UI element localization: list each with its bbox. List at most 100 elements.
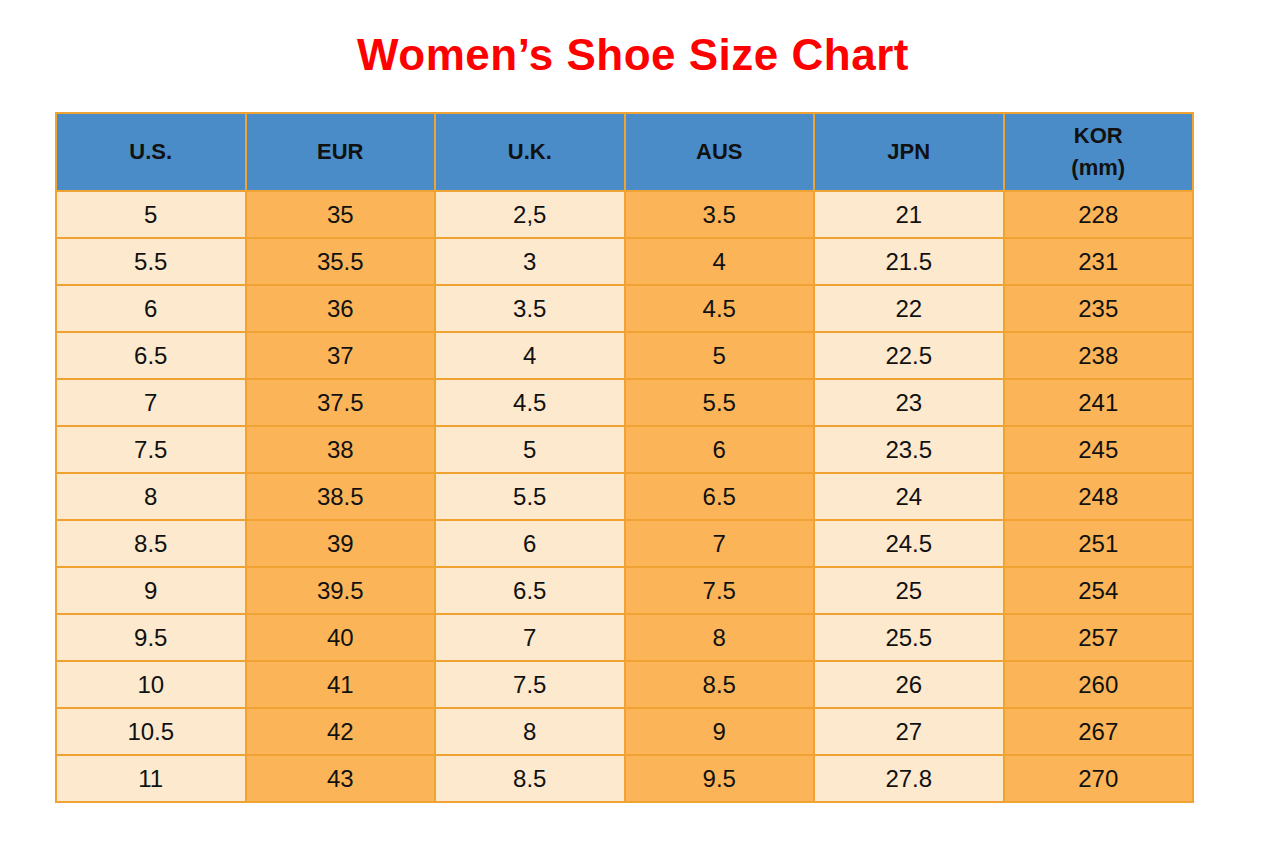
table-cell: 26 (814, 661, 1004, 708)
table-cell: 245 (1004, 426, 1194, 473)
table-cell: 24.5 (814, 520, 1004, 567)
table-cell: 10 (56, 661, 246, 708)
table-cell: 3 (435, 238, 625, 285)
column-header-sublabel: (mm) (1005, 152, 1193, 184)
table-cell: 38.5 (246, 473, 436, 520)
table-cell: 8 (56, 473, 246, 520)
table-cell: 248 (1004, 473, 1194, 520)
table-row: 7.5 38 5 6 23.5 245 (56, 426, 1193, 473)
table-cell: 22 (814, 285, 1004, 332)
table-cell: 8 (625, 614, 815, 661)
column-header-uk: U.K. (435, 113, 625, 191)
table-cell: 3.5 (435, 285, 625, 332)
table-cell: 41 (246, 661, 436, 708)
table-cell: 25 (814, 567, 1004, 614)
column-header-jpn: JPN (814, 113, 1004, 191)
table-cell: 4.5 (625, 285, 815, 332)
column-header-label: JPN (887, 139, 930, 164)
table-cell: 7 (435, 614, 625, 661)
table-cell: 35.5 (246, 238, 436, 285)
table-cell: 8.5 (625, 661, 815, 708)
shoe-size-table: U.S. EUR U.K. AUS JPN KOR(mm) 5 35 2,5 3… (55, 112, 1194, 803)
table-cell: 6 (625, 426, 815, 473)
table-cell: 27.8 (814, 755, 1004, 802)
column-header-label: KOR (1074, 123, 1123, 148)
table-cell: 7 (56, 379, 246, 426)
table-cell: 11 (56, 755, 246, 802)
table-cell: 36 (246, 285, 436, 332)
table-cell: 40 (246, 614, 436, 661)
table-row: 10 41 7.5 8.5 26 260 (56, 661, 1193, 708)
table-cell: 260 (1004, 661, 1194, 708)
table-cell: 231 (1004, 238, 1194, 285)
table-cell: 37 (246, 332, 436, 379)
table-row: 9.5 40 7 8 25.5 257 (56, 614, 1193, 661)
table-cell: 39 (246, 520, 436, 567)
table-cell: 6 (56, 285, 246, 332)
table-cell: 39.5 (246, 567, 436, 614)
table-cell: 6.5 (435, 567, 625, 614)
table-cell: 37.5 (246, 379, 436, 426)
table-cell: 5.5 (625, 379, 815, 426)
column-header-eur: EUR (246, 113, 436, 191)
table-cell: 5.5 (435, 473, 625, 520)
table-row: 5.5 35.5 3 4 21.5 231 (56, 238, 1193, 285)
table-cell: 8.5 (435, 755, 625, 802)
table-cell: 23.5 (814, 426, 1004, 473)
table-cell: 251 (1004, 520, 1194, 567)
table-cell: 27 (814, 708, 1004, 755)
table-cell: 2,5 (435, 191, 625, 238)
table-cell: 238 (1004, 332, 1194, 379)
table-cell: 228 (1004, 191, 1194, 238)
table-cell: 6 (435, 520, 625, 567)
table-cell: 21.5 (814, 238, 1004, 285)
table-cell: 9 (56, 567, 246, 614)
table-row: 11 43 8.5 9.5 27.8 270 (56, 755, 1193, 802)
table-cell: 23 (814, 379, 1004, 426)
column-header-us: U.S. (56, 113, 246, 191)
header-row: U.S. EUR U.K. AUS JPN KOR (mm) (56, 113, 1193, 191)
table-cell: 38 (246, 426, 436, 473)
table-row: 8.5 39 6 7 24.5 251 (56, 520, 1193, 567)
table-cell: 3.5 (625, 191, 815, 238)
column-header-label: EUR (317, 139, 363, 164)
column-header-label: AUS (696, 139, 742, 164)
table-cell: 24 (814, 473, 1004, 520)
table-cell: 10.5 (56, 708, 246, 755)
page-title: Women’s Shoe Size Chart (0, 30, 1266, 80)
table-row: 5 35 2,5 3.5 21 228 (56, 191, 1193, 238)
table-cell: 7.5 (56, 426, 246, 473)
table-cell: 5 (56, 191, 246, 238)
table-cell: 35 (246, 191, 436, 238)
table-cell: 43 (246, 755, 436, 802)
table-cell: 4 (435, 332, 625, 379)
table-cell: 4 (625, 238, 815, 285)
table-row: 6.5 37 4 5 22.5 238 (56, 332, 1193, 379)
table-cell: 7.5 (625, 567, 815, 614)
table-row: 10.5 42 8 9 27 267 (56, 708, 1193, 755)
table-body: 5 35 2,5 3.5 21 228 5.5 35.5 3 4 21.5 23… (56, 191, 1193, 802)
table-cell: 9.5 (625, 755, 815, 802)
table-cell: 241 (1004, 379, 1194, 426)
table-cell: 5 (435, 426, 625, 473)
table-row: 7 37.5 4.5 5.5 23 241 (56, 379, 1193, 426)
table-cell: 9.5 (56, 614, 246, 661)
table-row: 6 36 3.5 4.5 22 235 (56, 285, 1193, 332)
table-row: 9 39.5 6.5 7.5 25 254 (56, 567, 1193, 614)
table-cell: 257 (1004, 614, 1194, 661)
table-cell: 7.5 (435, 661, 625, 708)
table-cell: 254 (1004, 567, 1194, 614)
table-cell: 42 (246, 708, 436, 755)
column-header-label: U.K. (508, 139, 552, 164)
table-cell: 9 (625, 708, 815, 755)
table-cell: 6.5 (625, 473, 815, 520)
column-header-aus: AUS (625, 113, 815, 191)
table-cell: 8.5 (56, 520, 246, 567)
table-cell: 270 (1004, 755, 1194, 802)
table-cell: 21 (814, 191, 1004, 238)
column-header-label: U.S. (129, 139, 172, 164)
table-cell: 5 (625, 332, 815, 379)
column-header-kor: KOR (mm) (1004, 113, 1194, 191)
table-cell: 235 (1004, 285, 1194, 332)
table-header: U.S. EUR U.K. AUS JPN KOR (mm) (56, 113, 1193, 191)
